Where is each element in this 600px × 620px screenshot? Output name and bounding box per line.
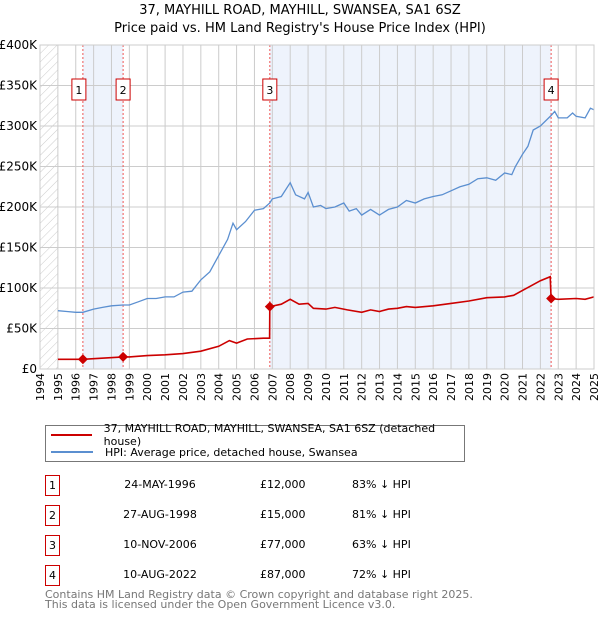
x-tick-label: 2025 [588,373,600,401]
y-tick-label: £300K [0,119,38,133]
transaction-marker-box [262,78,278,101]
transaction-number-badge: 3 [45,535,60,556]
legend: 37, MAYHILL ROAD, MAYHILL, SWANSEA, SA1 … [45,422,465,462]
y-tick-label: £100K [0,281,38,295]
transaction-date: 10-AUG-2022 [123,568,197,581]
chart-subtitle: Price paid vs. HM Land Registry's House … [114,21,486,36]
transaction-date: 10-NOV-2006 [123,538,197,551]
x-tick-label: 2003 [195,373,208,401]
transaction-marker-label: 4 [548,84,555,97]
y-tick-label: £200K [0,200,38,214]
x-tick-label: 2021 [517,373,530,401]
price-chart: 1994 1995 1996 1997 1998 1999 2000 2001 2002 2003… [0,38,600,401]
transaction-marker-label: 1 [75,84,82,97]
legend-swatch-hpi [51,451,93,453]
series-line-property [57,275,595,361]
x-tick-label: 2007 [266,373,279,401]
plot-frame [39,44,595,370]
y-tick-label: £250K [0,160,38,174]
series-line-hpi [57,107,595,313]
transaction-hpi-diff: 83% ↓ HPI [352,478,411,491]
transaction-price: £77,000 [260,538,306,551]
x-tick-label: 2018 [463,373,476,401]
x-tick-label: 2012 [356,373,369,401]
x-tick-label: 2023 [552,373,565,401]
y-tick-label: £0 [22,362,37,376]
x-tick-label: 2024 [570,373,583,401]
x-tick-label: 1999 [123,373,136,401]
chart-title: 37, MAYHILL ROAD, MAYHILL, SWANSEA, SA1 … [139,3,461,18]
transaction-point [77,354,88,365]
transaction-date: 27-AUG-1998 [123,508,197,521]
transaction-marker-label: 3 [266,84,273,97]
legend-label-property: 37, MAYHILL ROAD, MAYHILL, SWANSEA, SA1 … [103,422,436,448]
legend-label-hpi: HPI: Average price, detached house, Swan… [105,445,358,459]
transaction-point [118,351,129,362]
transaction-marker-box [71,78,87,101]
transaction-marker-box [543,78,559,101]
transaction-marker-box [115,78,131,101]
x-tick-label: 2015 [409,373,422,401]
transaction-date: 24-MAY-1996 [124,478,196,491]
y-tick-label: £350K [0,79,38,93]
transaction-price: £15,000 [260,508,306,521]
x-tick-label: 1996 [70,373,83,401]
transaction-row: 2 27-AUG-1998 £15,000 81% ↓ HPI [45,505,465,527]
transaction-row: 3 10-NOV-2006 £77,000 63% ↓ HPI [45,535,465,557]
transaction-number-badge: 2 [45,505,60,526]
footer-line-1: Contains HM Land Registry data © Crown c… [45,588,473,601]
y-tick-label: £50K [6,322,38,336]
x-tick-label: 2009 [302,373,315,401]
x-tick-label: 1994 [34,373,47,401]
x-tick-label: 1997 [88,373,101,401]
y-tick-label: £400K [0,38,38,52]
transaction-hpi-diff: 63% ↓ HPI [352,538,411,551]
x-tick-label: 2006 [248,373,261,401]
x-tick-label: 2016 [427,373,440,401]
transaction-row: 1 24-MAY-1996 £12,000 83% ↓ HPI [45,475,465,497]
x-tick-label: 1995 [52,373,65,401]
x-tick-label: 2013 [374,373,387,401]
footer-line-2: This data is licensed under the Open Gov… [45,598,396,611]
transaction-price: £87,000 [260,568,306,581]
transaction-point [546,293,557,304]
transaction-hpi-diff: 72% ↓ HPI [352,568,411,581]
x-tick-label: 2014 [391,373,404,401]
x-tick-label: 2000 [141,373,154,401]
transaction-price: £12,000 [260,478,306,491]
transaction-number-badge: 4 [45,565,60,586]
transaction-number-badge: 1 [45,475,60,496]
transaction-point [264,301,275,312]
transaction-hpi-diff: 81% ↓ HPI [352,508,411,521]
x-tick-label: 2001 [159,373,172,401]
x-tick-label: 2002 [177,373,190,401]
x-tick-label: 2020 [499,373,512,401]
x-tick-label: 2019 [481,373,494,401]
x-tick-label: 2011 [338,373,351,401]
x-tick-label: 2017 [445,373,458,401]
transaction-marker-label: 2 [120,84,127,97]
x-tick-label: 2008 [284,373,297,401]
x-tick-label: 2004 [213,373,226,401]
footer: Contains HM Land Registry data © Crown c… [45,588,473,611]
x-tick-label: 2022 [534,373,547,401]
legend-swatch-property [51,434,92,436]
transaction-row: 4 10-AUG-2022 £87,000 72% ↓ HPI [45,565,465,587]
y-tick-label: £150K [0,241,38,255]
x-tick-label: 2010 [320,373,333,401]
x-tick-label: 1998 [105,373,118,401]
x-tick-label: 2005 [231,373,244,401]
